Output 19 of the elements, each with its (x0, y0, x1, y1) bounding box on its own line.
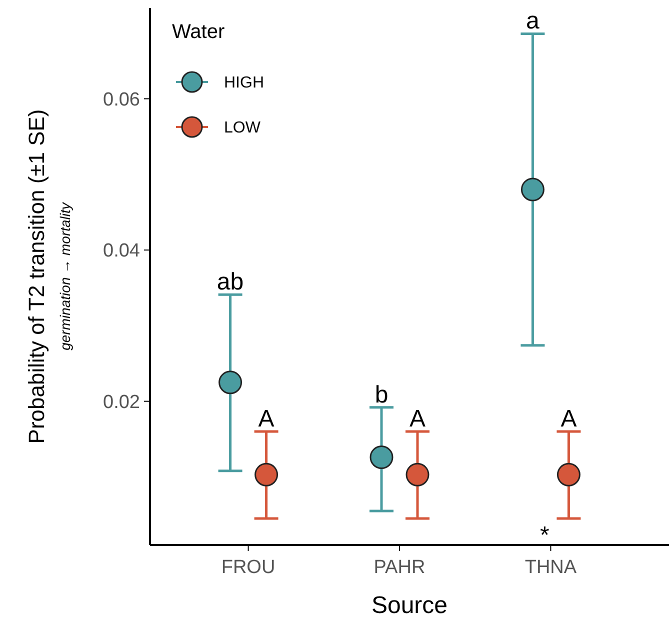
annotation: A (409, 406, 426, 433)
y-tick-label: 0.06 (103, 89, 140, 110)
annotation: * (540, 522, 550, 549)
y-tick-label: 0.04 (103, 240, 140, 262)
legend-label: LOW (224, 120, 262, 137)
x-axis-title: Source (371, 592, 448, 619)
y-tick-label: 0.02 (103, 392, 140, 413)
legend-label: HIGH (224, 74, 264, 92)
annotation: b (374, 381, 388, 408)
legend-title: Water (172, 21, 225, 43)
annotation: A (560, 406, 577, 433)
annotation: ab (216, 268, 244, 296)
x-tick-label: PAHR (374, 557, 426, 578)
annotation: a (526, 8, 540, 35)
annotation: A (258, 406, 274, 433)
x-tick-label: THNA (524, 557, 577, 578)
y-axis-title: Probability of T2 transition (±1 SE) (24, 109, 49, 444)
x-tick-label: FROU (221, 557, 276, 578)
text: germination → mortality (57, 202, 73, 350)
